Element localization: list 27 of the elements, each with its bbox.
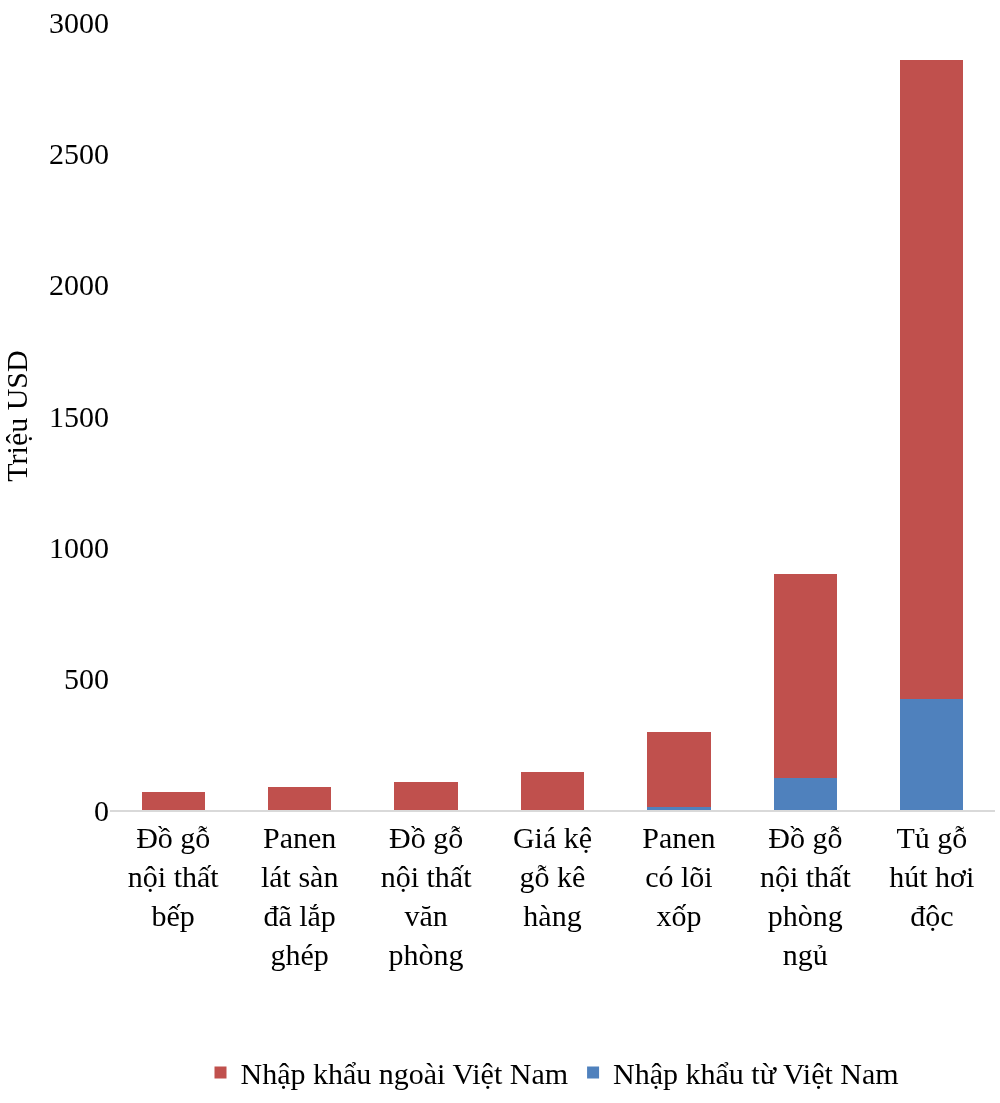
bar (520, 772, 585, 810)
bar (900, 698, 964, 810)
legend-label: Nhập khẩu ngoài Việt Nam (240, 1057, 569, 1091)
bar (773, 574, 837, 778)
y-tick-label: 0 (94, 793, 109, 827)
y-tick-label: 1000 (49, 530, 109, 564)
x-tick-label: Đồ gỗ nội thất văn phòng (380, 821, 473, 971)
y-tick-label: 2500 (49, 136, 109, 170)
y-axis-title: Triệu USD (0, 350, 33, 482)
legend-label: Nhập khẩu từ Việt Nam (613, 1057, 899, 1091)
x-tick-label: Tủ gỗ hút hơi độc (889, 821, 975, 932)
y-tick-label: 3000 (49, 5, 109, 39)
x-tick-label: Giá kệ gỗ kê hàng (512, 821, 593, 932)
x-tick-label: Panen lát sàn đã lắp ghép (260, 821, 339, 971)
bar (268, 786, 332, 810)
x-tick-label: Đồ gỗ nội thất phòng ngủ (759, 821, 852, 971)
bar (394, 782, 458, 810)
bar (647, 732, 711, 808)
bar (773, 777, 837, 810)
y-tick-label: 1500 (49, 399, 109, 433)
bar (141, 791, 205, 810)
bar (900, 60, 964, 699)
bar (647, 807, 711, 810)
y-tick-label: 2000 (49, 268, 109, 302)
x-tick-label: Đồ gỗ nội thất bếp (127, 821, 220, 932)
x-tick-label: Panen có lõi xốp (642, 821, 716, 932)
y-tick-label: 500 (64, 662, 109, 696)
